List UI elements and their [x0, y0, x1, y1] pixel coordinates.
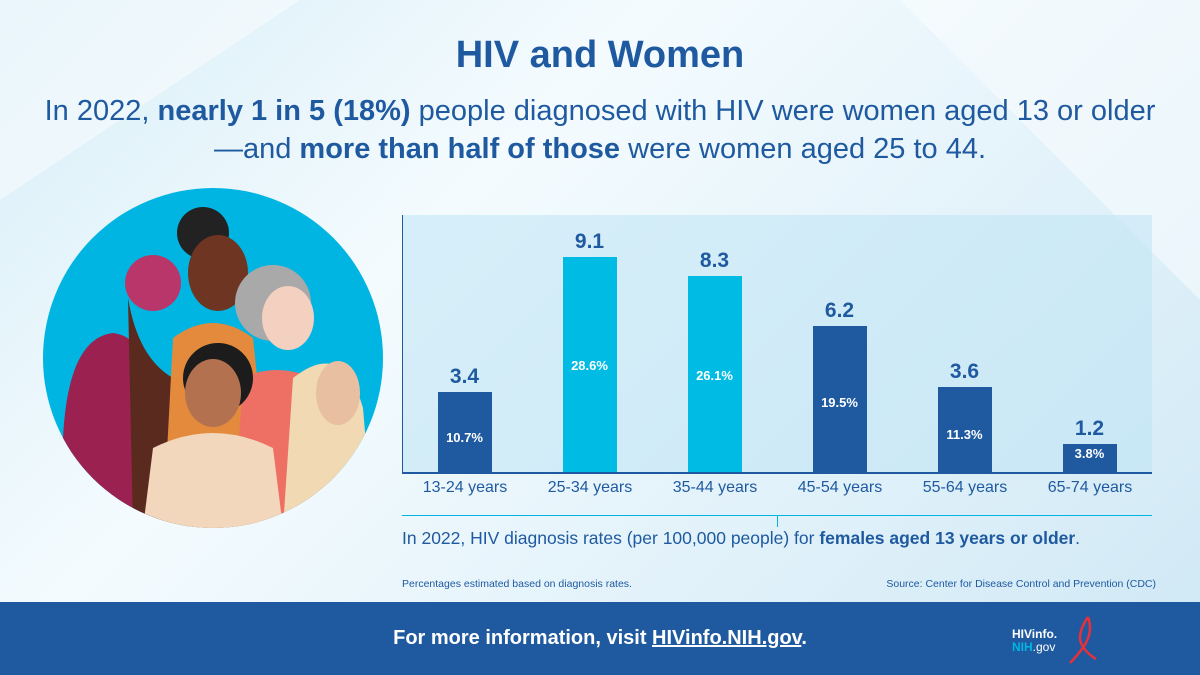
x-tick-label: 65-74 years: [1047, 479, 1133, 496]
subtitle: In 2022, nearly 1 in 5 (18%) people diag…: [40, 92, 1160, 168]
footer-label: For more information, visit: [393, 627, 653, 649]
bar-45-54-years: [812, 325, 867, 472]
x-tick-label: 45-54 years: [797, 479, 883, 496]
percent-label: 26.1%: [696, 368, 733, 384]
logo-gov: .gov: [1032, 640, 1056, 654]
x-tick-label: 35-44 years: [672, 479, 758, 496]
caption-text: In 2022, HIV diagnosis rates (per 100,00…: [402, 528, 820, 548]
page-title: HIV and Women: [455, 34, 745, 76]
bar-13-24-years: [437, 391, 492, 472]
percent-label: 3.8%: [1074, 445, 1105, 461]
chart-caption: In 2022, HIV diagnosis rates (per 100,00…: [402, 528, 1080, 549]
percent-label: 19.5%: [821, 394, 858, 410]
subtitle-text: In 2022,: [44, 95, 158, 127]
footer-label: .: [801, 627, 807, 649]
caption-text: .: [1075, 528, 1081, 548]
value-label: 1.2: [1074, 416, 1105, 440]
subtitle-bold: more than half of those: [299, 133, 621, 165]
x-axis: [402, 472, 1152, 474]
website-link[interactable]: HIVinfo.NIH.gov: [652, 627, 802, 649]
footer-text: For more information, visit HIVinfo.NIH.…: [0, 627, 1200, 650]
caption-bold: females aged 13 years or older: [819, 528, 1076, 548]
subtitle-bold: nearly 1 in 5 (18%): [157, 95, 411, 127]
red-ribbon-icon: [1069, 616, 1097, 664]
percent-label: 11.3%: [946, 427, 983, 442]
percent-label: 28.6%: [571, 358, 608, 374]
women-illustration: [43, 188, 383, 528]
value-label: 3.4: [449, 364, 480, 388]
bar-25-34-years: [562, 257, 617, 472]
value-label: 6.2: [824, 298, 855, 322]
value-label: 9.1: [574, 230, 605, 254]
divider-tick: [777, 515, 778, 527]
x-tick-label: 13-24 years: [422, 479, 508, 496]
logo-text: NIH.gov: [1012, 640, 1055, 654]
logo-nih: NIH: [1012, 640, 1033, 654]
footer-bar: [0, 602, 1200, 675]
subtitle-text: were women aged 25 to 44.: [620, 133, 987, 165]
value-label: 3.6: [949, 360, 980, 384]
logo-text: HIVinfo.: [1012, 627, 1058, 641]
x-tick-label: 55-64 years: [922, 479, 1008, 496]
hivinfo-logo: HIVinfo. NIH.gov: [1012, 615, 1102, 665]
subtitle-text: people diagnosed with HIV were women age…: [213, 95, 1156, 165]
percent-label: 10.7%: [446, 429, 483, 445]
bar-35-44-years: [687, 276, 742, 472]
chart-area: [402, 215, 1152, 472]
bar-55-64-years: [937, 387, 992, 472]
x-tick-label: 25-34 years: [547, 479, 633, 496]
bar-65-74-years: [1062, 443, 1117, 472]
value-label: 8.3: [699, 249, 730, 273]
footnote: Percentages estimated based on diagnosis…: [402, 578, 632, 590]
source-note: Source: Center for Disease Control and P…: [886, 578, 1156, 590]
